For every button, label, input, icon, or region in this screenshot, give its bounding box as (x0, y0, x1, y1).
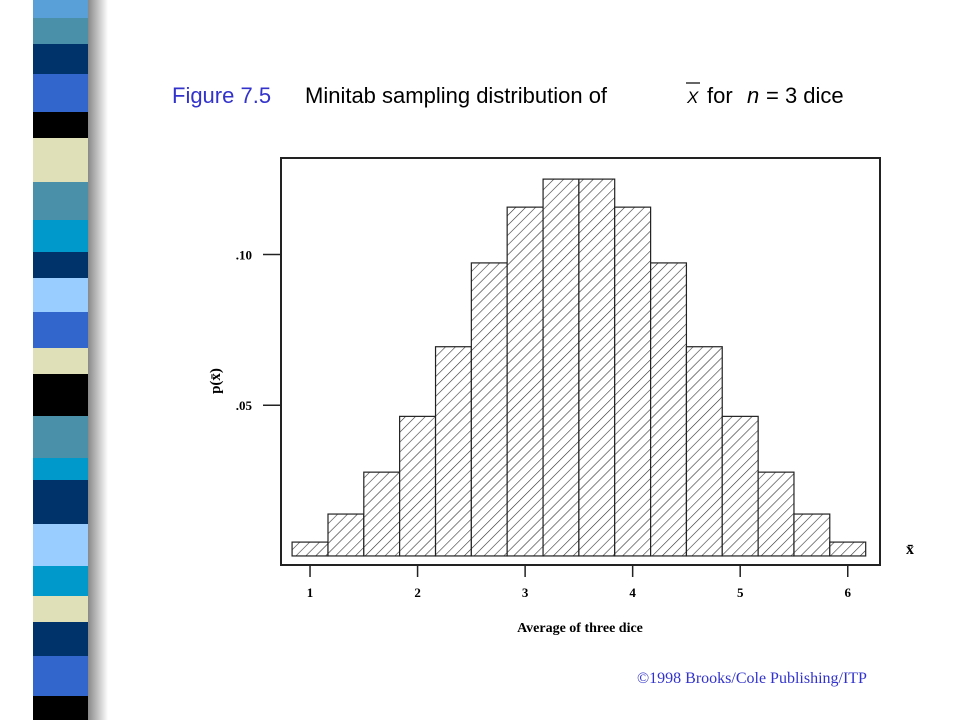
x-axis-label: Average of three dice (517, 621, 643, 636)
bar (291, 541, 329, 557)
chart-title: Minitab sampling distribution of (305, 83, 608, 108)
bar (614, 206, 652, 557)
bar (399, 415, 437, 557)
x-tick-label: 2 (414, 585, 421, 600)
bar (434, 346, 472, 557)
bar (721, 415, 759, 557)
title-symbol: X (686, 88, 699, 107)
bar (542, 178, 580, 557)
bar (793, 513, 831, 557)
x-tick-label: 6 (844, 585, 851, 600)
footer: ©1998 Brooks/Cole Publishing/ITP (637, 670, 867, 687)
x-tick-label: 1 (307, 585, 314, 600)
x-tick-label: 4 (629, 585, 636, 600)
plot-frame (280, 157, 881, 566)
x-tick-label: 5 (737, 585, 744, 600)
bar (650, 262, 688, 557)
bar (685, 346, 723, 557)
x-axis-symbol: x̄ (906, 541, 914, 558)
bar (829, 541, 867, 557)
y-tick-label: .05 (236, 398, 253, 413)
bar (506, 206, 544, 557)
y-axis-label: p(x̄) (208, 368, 224, 394)
title-suffix: = 3 dice (766, 83, 844, 108)
bar (578, 178, 616, 557)
bar (327, 513, 365, 557)
title-suffix: for (707, 83, 733, 108)
bar (470, 262, 508, 557)
side-stripe (33, 0, 108, 720)
plot: .05 .10 1 2 3 4 5 6 (236, 157, 881, 600)
title-suffix: n (747, 83, 759, 108)
figure-number: Figure 7.5 (172, 83, 271, 108)
bar (757, 471, 795, 557)
x-tick-label: 3 (522, 585, 529, 600)
y-tick-label: .10 (236, 247, 252, 262)
bar (363, 471, 401, 557)
